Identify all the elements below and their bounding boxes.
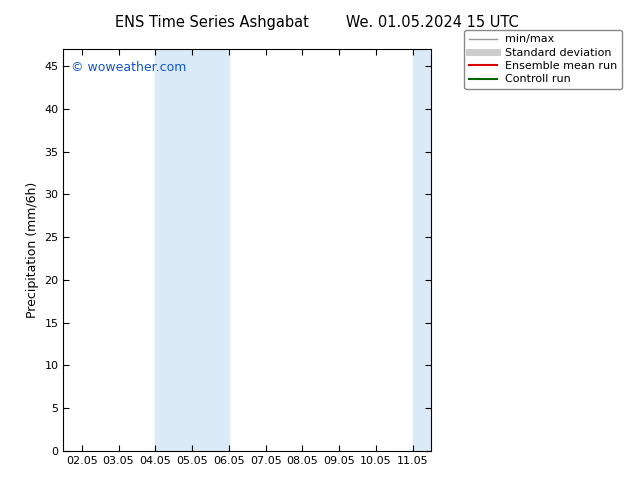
- Y-axis label: Precipitation (mm/6h): Precipitation (mm/6h): [26, 182, 39, 318]
- Text: © woweather.com: © woweather.com: [71, 61, 186, 74]
- Bar: [413, 49, 450, 451]
- Text: ENS Time Series Ashgabat        We. 01.05.2024 15 UTC: ENS Time Series Ashgabat We. 01.05.2024 …: [115, 15, 519, 30]
- Legend: min/max, Standard deviation, Ensemble mean run, Controll run: min/max, Standard deviation, Ensemble me…: [464, 30, 622, 89]
- Bar: [155, 49, 229, 451]
